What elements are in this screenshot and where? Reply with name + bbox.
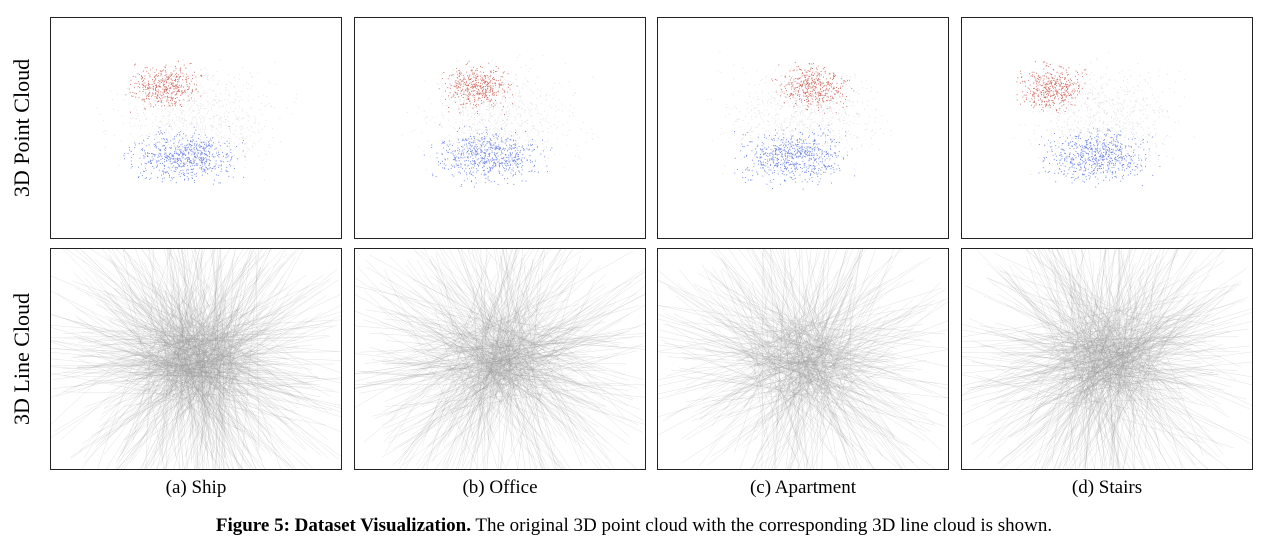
- figure-caption-text: The original 3D point cloud with the cor…: [470, 515, 1053, 536]
- point-cloud-points-neutral: [1013, 52, 1195, 181]
- line-cloud-panel-stairs: [961, 248, 1253, 470]
- point-cloud-office-plot: [401, 54, 599, 188]
- row-label-point-cloud: 3D Point Cloud: [0, 17, 44, 239]
- line-cloud-office-plot: [355, 249, 645, 469]
- point-cloud-stairs-plot: [1013, 52, 1195, 188]
- line-cloud-panel-ship: [50, 248, 342, 470]
- line-cloud-strokes: [355, 249, 645, 469]
- caption-office: (b) Office: [462, 477, 538, 498]
- row-label-line-cloud-text: 3D Line Cloud: [9, 293, 34, 425]
- row-label-line-cloud: 3D Line Cloud: [0, 248, 44, 470]
- line-cloud-apartment-plot: [658, 249, 948, 469]
- point-cloud-points-cool: [423, 124, 553, 188]
- caption-apartment: (c) Apartment: [749, 477, 857, 498]
- point-cloud-points-warm: [1016, 61, 1089, 113]
- point-cloud-points-cool: [1038, 127, 1161, 188]
- point-cloud-apartment-plot: [707, 51, 892, 190]
- point-cloud-panel-apartment: [657, 17, 949, 239]
- point-cloud-points-cool: [734, 124, 856, 190]
- row-label-point-cloud-text: 3D Point Cloud: [9, 58, 35, 198]
- point-cloud-points-neutral: [401, 54, 599, 179]
- point-cloud-panel-ship: [50, 17, 342, 239]
- caption-ship: (a) Ship: [165, 477, 227, 498]
- line-cloud-panel-apartment: [657, 248, 949, 470]
- point-cloud-panel-office: [354, 17, 646, 239]
- line-cloud-panel-office: [354, 248, 646, 470]
- point-cloud-panel-stairs: [961, 17, 1253, 239]
- line-cloud-ship-plot: [51, 249, 341, 469]
- point-cloud-points-neutral: [707, 51, 892, 182]
- point-cloud-points-cool: [123, 125, 246, 185]
- line-cloud-strokes: [962, 249, 1252, 469]
- figure-caption: Figure 5: Dataset Visualization. The ori…: [0, 515, 1268, 537]
- line-cloud-stairs-plot: [962, 249, 1252, 469]
- point-cloud-ship-plot: [96, 59, 298, 185]
- point-cloud-points-neutral: [96, 59, 298, 181]
- line-cloud-strokes: [51, 249, 341, 469]
- point-cloud-points-warm: [125, 60, 203, 113]
- point-cloud-points-warm: [438, 60, 518, 116]
- line-cloud-strokes: [658, 249, 948, 469]
- figure-caption-label: Figure 5: Dataset Visualization.: [215, 515, 471, 536]
- point-cloud-points-warm: [771, 61, 855, 114]
- caption-stairs: (d) Stairs: [1071, 477, 1143, 498]
